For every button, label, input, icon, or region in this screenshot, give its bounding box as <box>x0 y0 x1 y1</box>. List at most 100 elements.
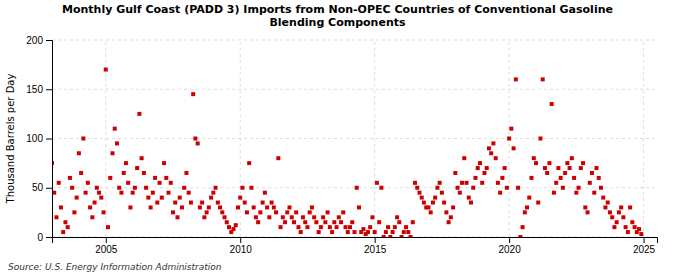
tick-mark <box>240 237 241 243</box>
point <box>339 220 343 224</box>
point <box>328 225 332 229</box>
point <box>521 225 525 229</box>
point <box>140 156 144 160</box>
point <box>314 220 318 224</box>
x-axis: 20052010201520202025 <box>53 237 658 255</box>
point <box>119 191 123 195</box>
point <box>577 186 581 190</box>
point <box>214 186 218 190</box>
point <box>489 151 493 155</box>
point <box>279 225 283 229</box>
point <box>117 186 121 190</box>
point <box>146 196 150 200</box>
chart-svg: 20052010201520202025050100150200Monthly … <box>0 0 675 275</box>
y-axis-label: Thousand Barrels per Day <box>5 74 16 205</box>
point <box>456 186 460 190</box>
points <box>52 68 643 237</box>
point <box>249 186 253 190</box>
point <box>205 210 209 214</box>
point <box>234 223 238 227</box>
grid <box>52 40 657 237</box>
grid-line-y <box>52 187 657 188</box>
point <box>346 230 350 234</box>
point <box>182 186 186 190</box>
point <box>321 215 325 219</box>
point <box>88 205 92 209</box>
point <box>243 201 247 205</box>
point <box>252 205 256 209</box>
point <box>308 210 312 214</box>
tick: 100 <box>26 133 52 144</box>
point <box>610 215 614 219</box>
point <box>435 186 439 190</box>
point <box>227 225 231 229</box>
grid-line-y <box>52 40 657 41</box>
point <box>54 215 58 219</box>
point <box>516 186 520 190</box>
point <box>639 232 643 236</box>
point <box>368 225 372 229</box>
point <box>395 215 399 219</box>
point <box>225 220 229 224</box>
point <box>447 220 451 224</box>
point <box>283 220 287 224</box>
point <box>462 156 466 160</box>
point <box>128 205 132 209</box>
point <box>449 215 453 219</box>
point <box>615 220 619 224</box>
point <box>541 77 545 81</box>
point <box>411 220 415 224</box>
grid-line-y <box>52 89 657 90</box>
point <box>211 191 215 195</box>
point <box>344 225 348 229</box>
point <box>480 181 484 185</box>
point <box>429 210 433 214</box>
tick-label: 50 <box>32 182 44 193</box>
point <box>122 171 126 175</box>
point <box>294 210 298 214</box>
point <box>377 220 381 224</box>
point <box>135 166 139 170</box>
point <box>417 191 421 195</box>
point <box>624 225 628 229</box>
point <box>164 176 168 180</box>
point <box>621 215 625 219</box>
point <box>628 205 632 209</box>
point <box>247 161 251 165</box>
point <box>84 191 88 195</box>
point <box>431 201 435 205</box>
point <box>236 205 240 209</box>
point <box>238 196 242 200</box>
point <box>57 181 61 185</box>
tick-mark <box>46 237 52 238</box>
point <box>478 161 482 165</box>
point <box>534 161 538 165</box>
point <box>81 137 85 141</box>
point <box>281 215 285 219</box>
point <box>301 215 305 219</box>
point <box>245 210 249 214</box>
point <box>559 176 563 180</box>
tick-label: 100 <box>26 133 43 144</box>
point <box>258 210 262 214</box>
point <box>476 166 480 170</box>
point <box>133 186 137 190</box>
point <box>357 205 361 209</box>
point <box>592 191 596 195</box>
point <box>126 181 130 185</box>
tick: 2010 <box>230 237 253 255</box>
point <box>285 210 289 214</box>
point <box>270 201 274 205</box>
point <box>523 210 527 214</box>
tick: 0 <box>37 232 52 243</box>
point <box>173 201 177 205</box>
axis-line <box>53 238 658 244</box>
point <box>388 235 392 237</box>
point <box>375 181 379 185</box>
point <box>310 205 314 209</box>
point <box>180 205 184 209</box>
tick: 150 <box>26 84 52 95</box>
point <box>474 176 478 180</box>
point <box>574 191 578 195</box>
point <box>63 220 67 224</box>
